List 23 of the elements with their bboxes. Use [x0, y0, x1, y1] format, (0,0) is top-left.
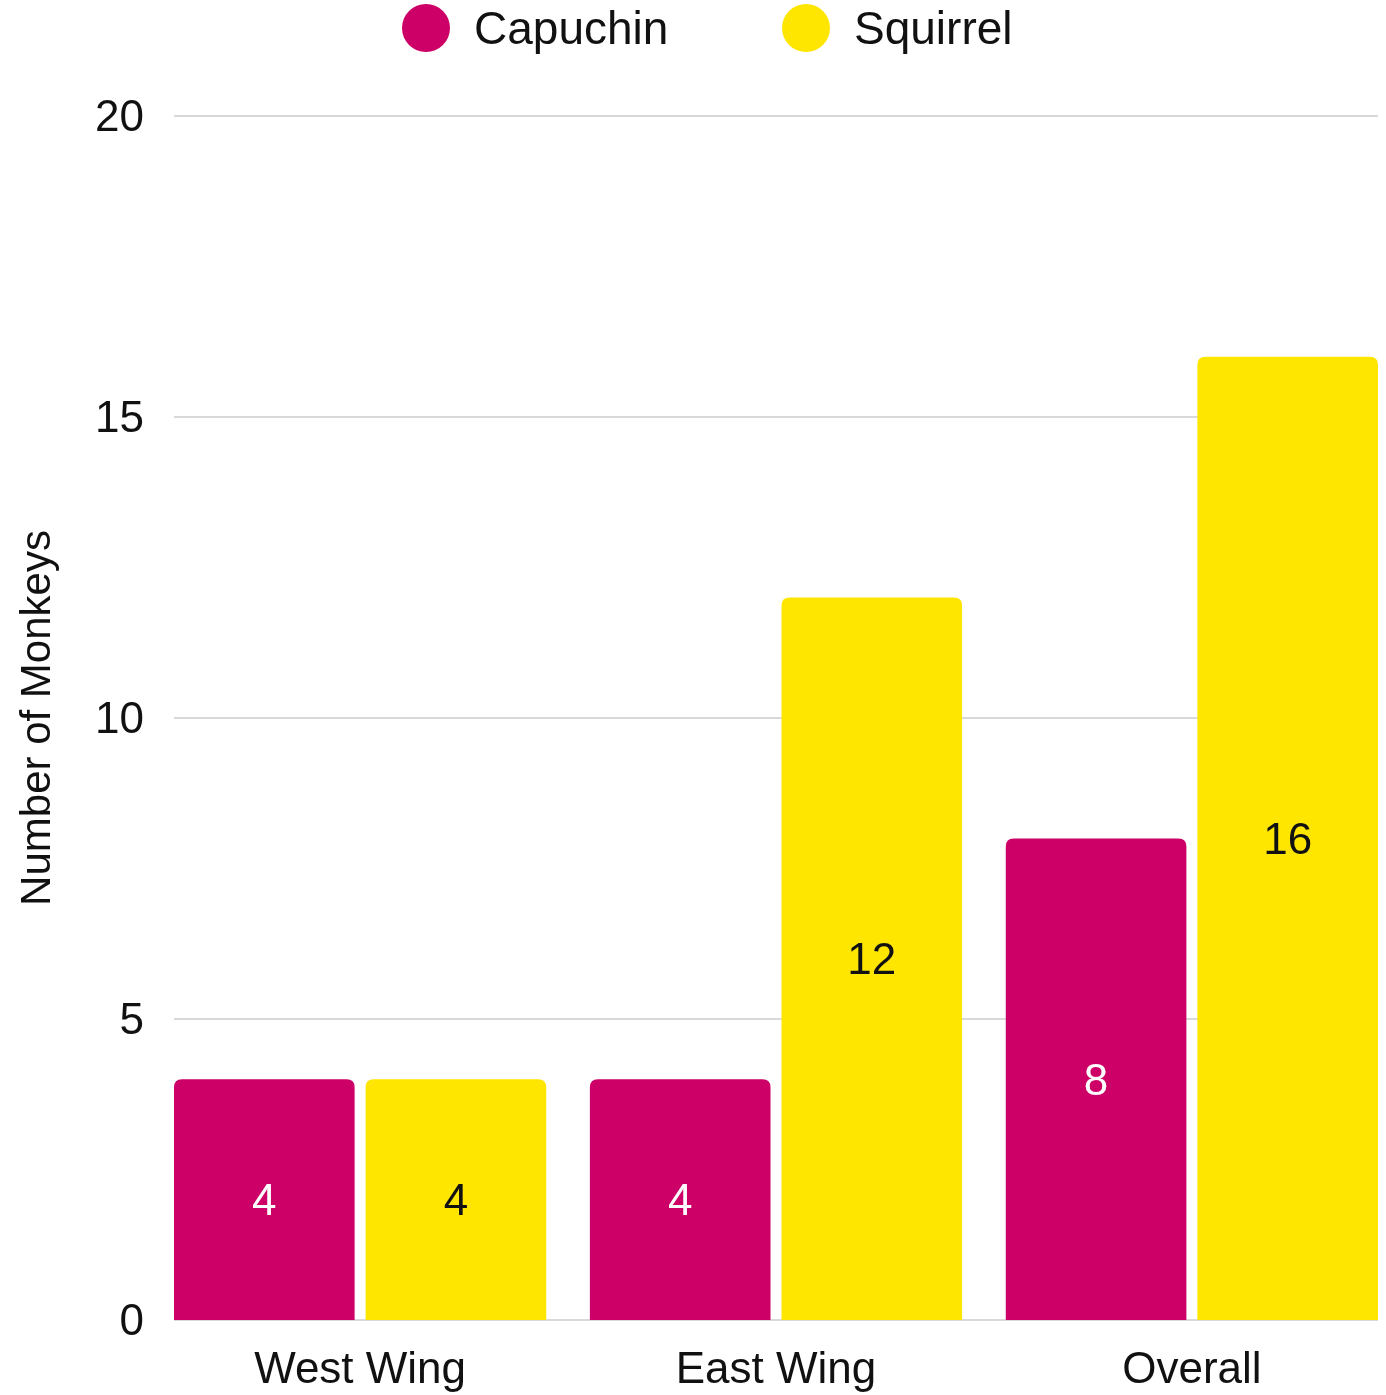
y-tick-label: 10 [95, 693, 144, 743]
bar [1197, 356, 1378, 1320]
y-tick-label: 15 [95, 392, 144, 442]
bar [781, 597, 963, 1320]
y-tick-label: 5 [119, 994, 144, 1044]
data-label: 12 [847, 934, 897, 984]
legend-label: Capuchin [474, 2, 669, 55]
data-label: 4 [667, 1175, 693, 1224]
y-tick-label: 20 [95, 91, 144, 141]
y-tick-label: 0 [119, 1295, 144, 1345]
x-tick-label: East Wing [675, 1343, 877, 1392]
bar [589, 1079, 771, 1320]
legend-label: Squirrel [854, 2, 1013, 55]
bar [365, 1079, 547, 1320]
data-label: 8 [1083, 1054, 1109, 1104]
bar [1005, 838, 1187, 1320]
bar [174, 1079, 355, 1320]
data-label: 16 [1263, 813, 1313, 863]
data-label: 4 [252, 1175, 277, 1224]
data-label: 4 [443, 1175, 469, 1224]
x-tick-label: Overall [1122, 1343, 1262, 1392]
x-tick-label: West Wing [254, 1343, 467, 1392]
y-axis-title: Number of Monkeys [12, 530, 59, 906]
